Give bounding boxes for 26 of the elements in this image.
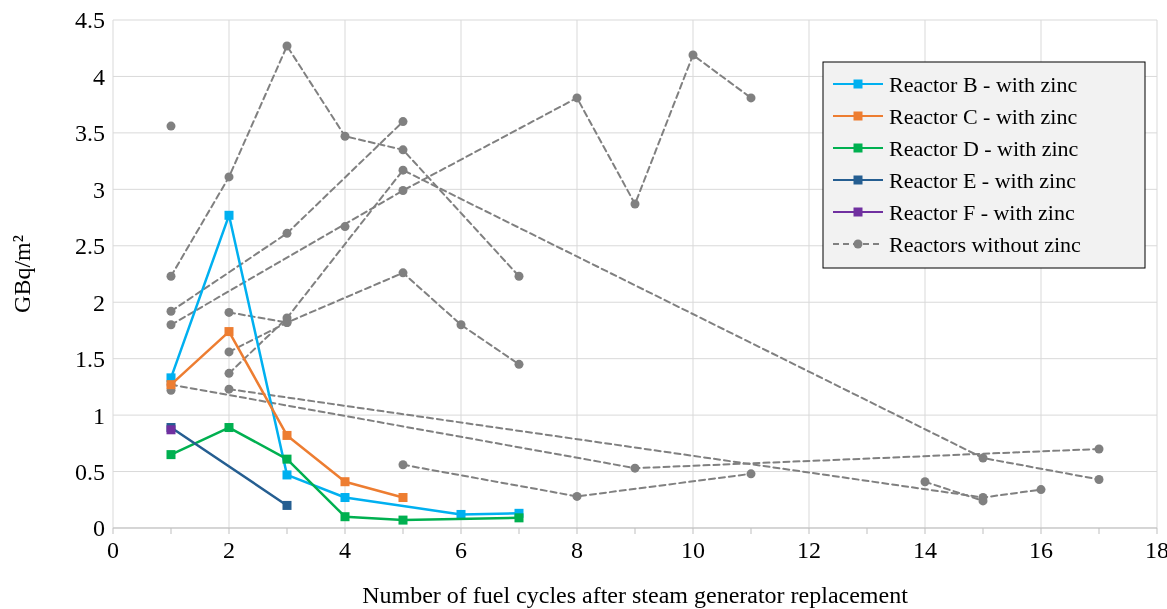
- legend-label: Reactors without zinc: [889, 231, 1082, 257]
- legend-label: Reactor B - with zinc: [889, 71, 1078, 97]
- x-tick-label: 12: [797, 537, 821, 563]
- y-tick-label: 0: [93, 515, 105, 542]
- x-tick-label: 2: [223, 537, 235, 563]
- legend-label: Reactor D - with zinc: [889, 135, 1079, 161]
- y-tick-label: 4.5: [75, 7, 105, 34]
- y-tick-label: 1: [93, 402, 105, 429]
- x-tick-label: 4: [339, 537, 351, 563]
- x-tick-label: 16: [1029, 537, 1053, 563]
- x-tick-label: 8: [571, 537, 583, 563]
- x-tick-label: 10: [681, 537, 705, 563]
- x-tick-label: 6: [455, 537, 467, 563]
- y-tick-label: 3: [93, 176, 105, 203]
- legend-label: Reactor F - with zinc: [889, 199, 1075, 225]
- y-tick-label: 0.5: [75, 458, 105, 485]
- y-tick-label: 3.5: [75, 120, 105, 147]
- y-tick-label: 1.5: [75, 346, 105, 373]
- y-tick-label: 2.5: [75, 233, 105, 260]
- y-tick-label: 2: [93, 289, 105, 316]
- x-axis-title: Number of fuel cycles after steam generator replacement: [362, 582, 909, 608]
- x-tick-label: 14: [913, 537, 937, 563]
- y-axis-title: GBq/m²: [9, 235, 35, 313]
- y-tick-label: 4: [93, 63, 105, 90]
- legend-label: Reactor C - with zinc: [889, 103, 1078, 129]
- legend-label: Reactor E - with zinc: [889, 167, 1077, 193]
